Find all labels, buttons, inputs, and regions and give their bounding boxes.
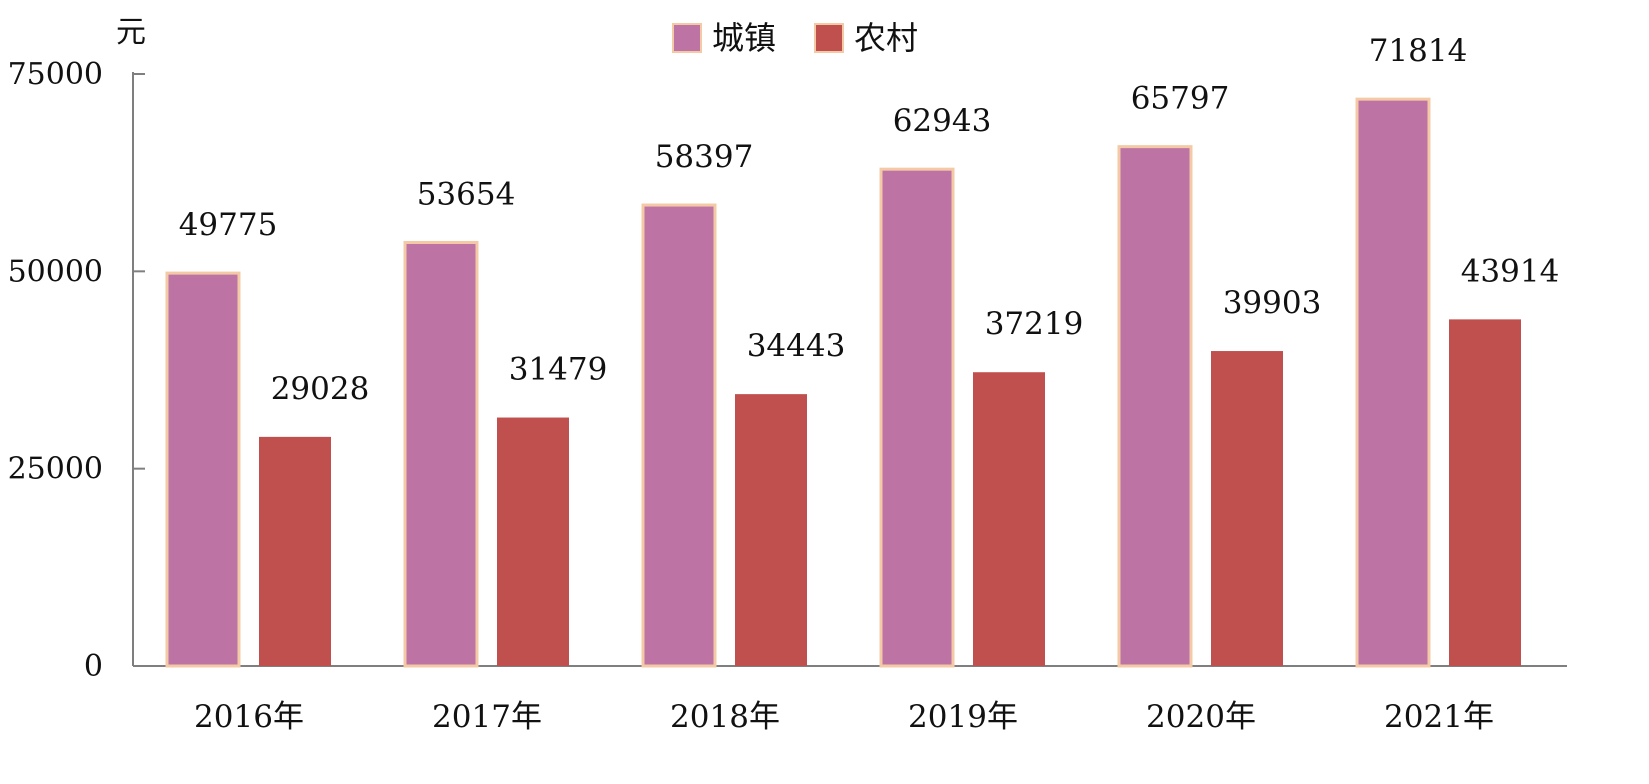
data-label-urban-0: 49775 <box>179 207 278 243</box>
data-label-urban-2: 58397 <box>655 139 754 175</box>
data-label-rural-2: 34443 <box>747 328 846 364</box>
x-tick-label-5: 2021年 <box>1384 699 1494 735</box>
x-tick-label-2: 2018年 <box>670 699 780 735</box>
bar-urban-2 <box>641 203 717 668</box>
y-tick-label: 25000 <box>8 452 103 487</box>
x-tick-label-4: 2020年 <box>1146 699 1256 735</box>
legend-label-rural: 农村 <box>854 19 919 57</box>
data-label-urban-5: 71814 <box>1369 33 1468 69</box>
chart-legend: 城镇 农村 <box>672 22 946 54</box>
data-label-urban-1: 53654 <box>417 176 516 212</box>
bar-urban-5 <box>1355 97 1431 668</box>
legend-item-rural: 农村 <box>814 22 918 54</box>
bar-rural-0 <box>259 436 331 666</box>
data-label-rural-1: 31479 <box>509 352 608 388</box>
y-tick-label: 50000 <box>8 254 103 289</box>
bar-rural-3 <box>973 372 1045 666</box>
legend-label-urban: 城镇 <box>712 19 777 57</box>
legend-swatch-urban <box>672 23 702 53</box>
bar-rural-1 <box>497 417 569 666</box>
data-label-rural-3: 37219 <box>985 306 1084 342</box>
legend-swatch-rural <box>814 23 845 53</box>
bar-rural-5 <box>1449 319 1521 666</box>
bar-urban-4 <box>1117 145 1193 668</box>
x-tick-label-3: 2019年 <box>908 699 1018 735</box>
bar-rural-4 <box>1211 351 1283 666</box>
x-tick-label-0: 2016年 <box>194 699 304 735</box>
bar-urban-1 <box>403 240 479 668</box>
data-label-urban-3: 62943 <box>893 103 992 139</box>
y-axis-unit-label: 元 <box>116 15 146 50</box>
x-tick-label-1: 2017年 <box>432 699 542 735</box>
data-label-rural-4: 39903 <box>1223 285 1322 321</box>
data-label-rural-5: 43914 <box>1461 253 1560 289</box>
data-label-rural-0: 29028 <box>271 371 370 407</box>
bar-urban-0 <box>165 271 241 668</box>
legend-item-urban: 城镇 <box>672 22 776 54</box>
data-label-urban-4: 65797 <box>1131 81 1230 117</box>
bar-urban-3 <box>879 167 955 668</box>
y-tick-label: 0 <box>84 649 103 684</box>
bar-rural-2 <box>735 394 807 666</box>
y-tick-label: 75000 <box>8 57 103 92</box>
